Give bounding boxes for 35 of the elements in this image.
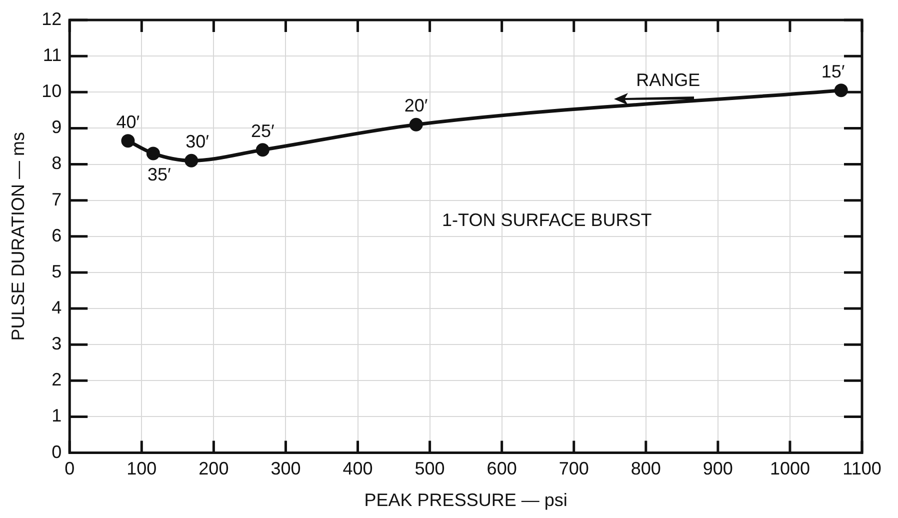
x-tick-label: 0 — [64, 458, 75, 479]
y-tick-label: 5 — [52, 261, 62, 282]
annotation: 15′ — [821, 61, 846, 82]
x-tick-label: 1100 — [842, 458, 882, 479]
x-axis-title: PEAK PRESSURE — psi — [364, 490, 568, 510]
y-tick-label: 6 — [52, 225, 62, 246]
annotation: 20′ — [404, 96, 428, 116]
y-axis-title: PULSE DURATION — ms — [8, 132, 28, 341]
annotation: 35′ — [147, 164, 172, 184]
y-tick-label: 1 — [52, 406, 62, 426]
y-tick-label: 0 — [52, 442, 62, 462]
y-tick-label: 12 — [42, 8, 62, 29]
annotation: 40′ — [116, 112, 140, 132]
x-tick-label: 1000 — [770, 458, 810, 479]
x-tick-label: 900 — [702, 458, 733, 479]
y-tick-label: 3 — [52, 334, 62, 354]
x-tick-label: 800 — [630, 458, 661, 479]
x-tick-label: 200 — [198, 458, 229, 479]
x-tick-label: 400 — [342, 458, 373, 479]
y-tick-label: 4 — [52, 298, 62, 318]
y-tick-label: 9 — [52, 117, 62, 138]
x-tick-label: 300 — [270, 458, 301, 479]
annotation: RANGE — [636, 70, 700, 90]
y-tick-label: 7 — [52, 189, 62, 210]
y-tick-label: 10 — [42, 81, 62, 102]
annotation: 30′ — [186, 132, 210, 152]
y-tick-label: 2 — [52, 370, 62, 390]
x-tick-label: 600 — [486, 458, 517, 479]
y-tick-label: 11 — [42, 45, 62, 66]
x-tick-label: 500 — [414, 458, 445, 479]
y-tick-label: 8 — [52, 153, 62, 174]
annotation: 25′ — [250, 120, 275, 141]
x-tick-label: 700 — [558, 458, 589, 479]
annotation: 1-TON SURFACE BURST — [442, 210, 652, 230]
x-tick-label: 100 — [126, 458, 157, 479]
